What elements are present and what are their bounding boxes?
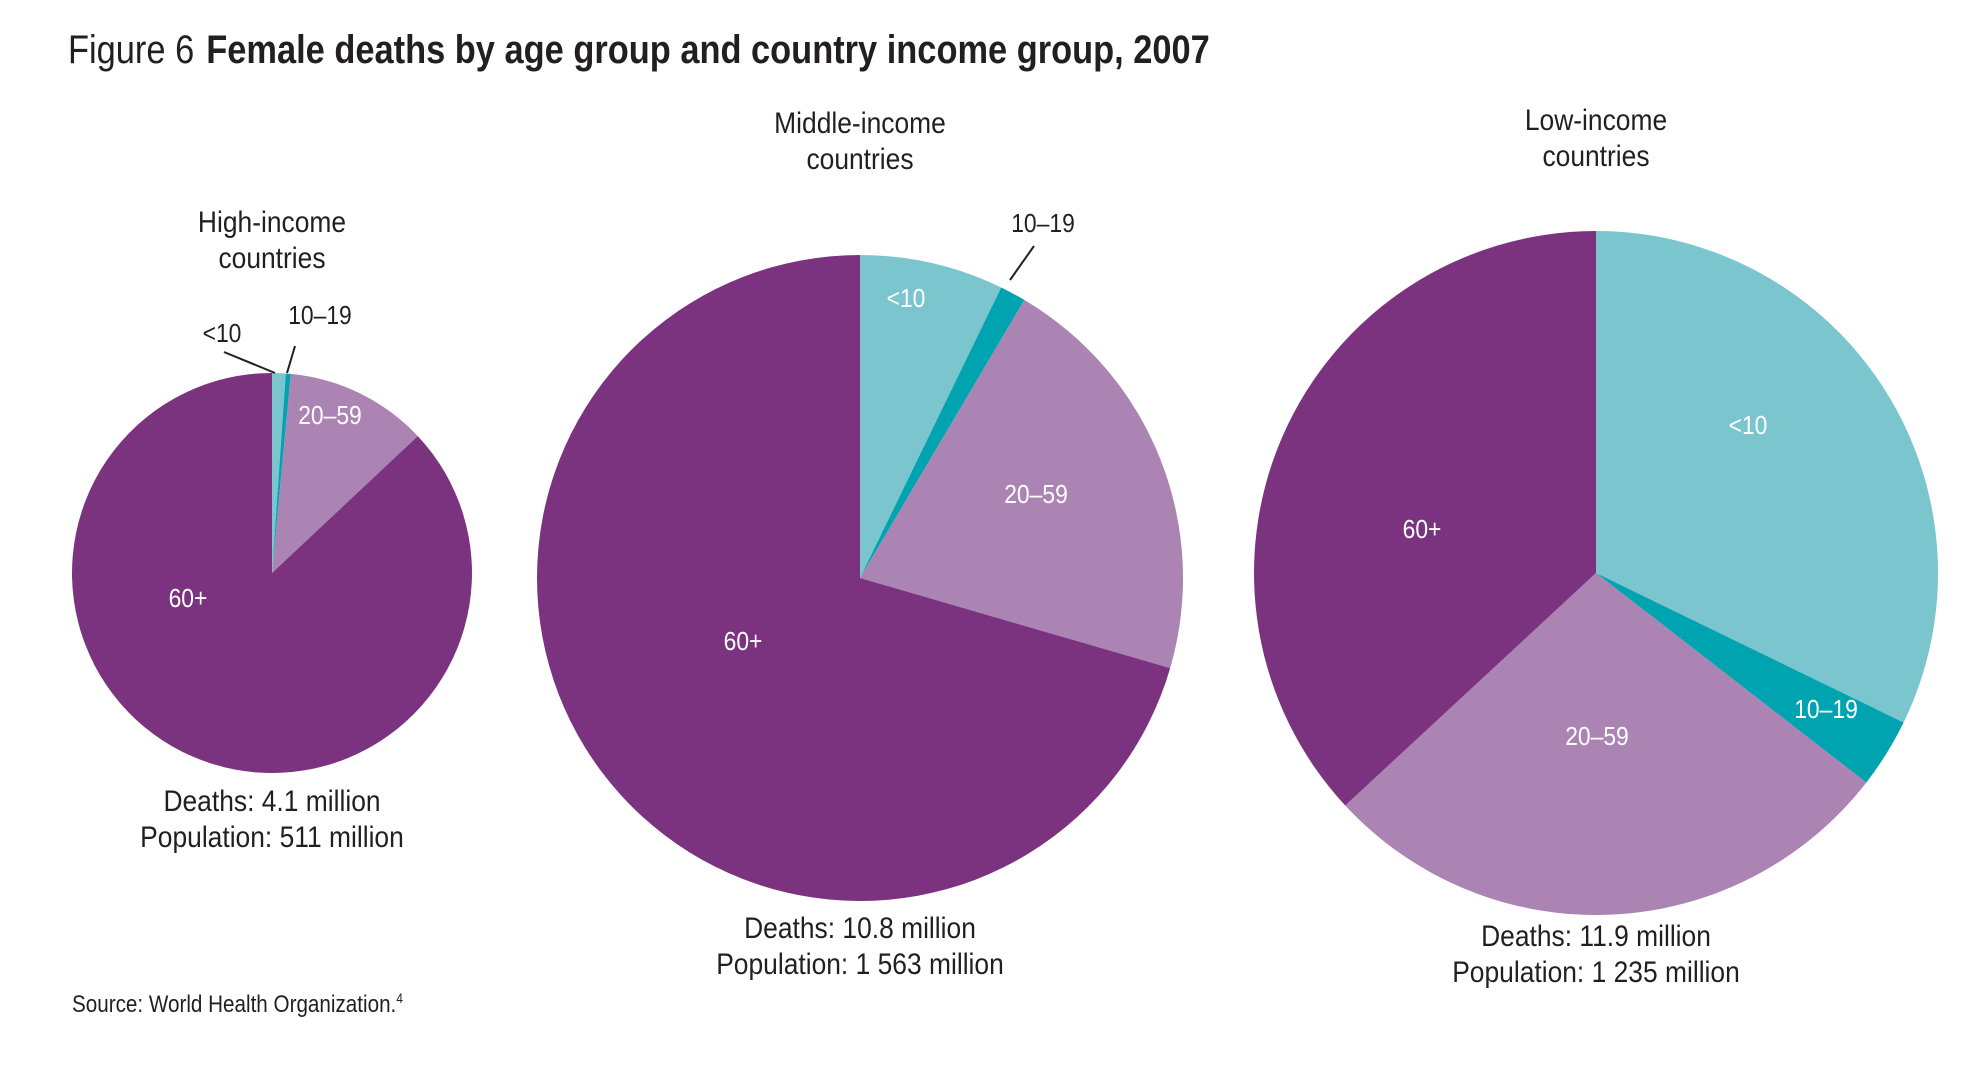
slice-high-income-under-10 — [272, 373, 286, 573]
slice-label-low-income-60-plus: 60+ — [1403, 516, 1442, 545]
slice-label-middle-income-under-10: <10 — [887, 285, 926, 314]
leader-line-high-income-under-10 — [223, 351, 276, 374]
pie-title-high-income-line-2: countries — [218, 240, 325, 274]
figure-title-text: Female deaths by age group and country i… — [206, 28, 1210, 72]
slice-low-income-10-19 — [1596, 573, 1904, 783]
pie-caption-low-income-line-2: Population: 1 235 million — [1452, 954, 1740, 988]
slice-label-high-income-under-10: <10 — [203, 320, 242, 349]
figure-title: Figure 6 Female deaths by age group and c… — [68, 28, 1210, 73]
slice-high-income-10-19 — [272, 373, 291, 573]
slice-low-income-under-10 — [1596, 231, 1939, 723]
slice-middle-income-under-10 — [860, 255, 1002, 578]
pie-caption-high-income-line-2: Population: 511 million — [140, 819, 404, 853]
slice-low-income-60-plus — [1254, 231, 1596, 806]
pie-caption-high-income-line-1: Deaths: 4.1 million — [163, 783, 380, 817]
leader-line-middle-income-10-19 — [1009, 245, 1035, 281]
pie-title-low-income-line-2: countries — [1542, 138, 1649, 172]
slice-high-income-60-plus — [71, 373, 472, 773]
pie-title-middle-income-line-1: Middle-income — [774, 105, 946, 139]
slice-label-middle-income-10-19: 10–19 — [1011, 210, 1075, 239]
pie-title-middle-income-line-2: countries — [806, 141, 913, 175]
slice-middle-income-20-59 — [860, 299, 1183, 669]
slice-label-high-income-10-19: 10–19 — [288, 302, 352, 331]
slice-label-high-income-60-plus: 60+ — [169, 585, 208, 614]
slice-label-middle-income-60-plus: 60+ — [724, 628, 763, 657]
pie-title-high-income-line-1: High-income — [198, 204, 346, 238]
source-footnote: 4 — [396, 990, 403, 1006]
pie-caption-middle-income-line-1: Deaths: 10.8 million — [744, 910, 976, 944]
slice-label-middle-income-20-59: 20–59 — [1004, 481, 1068, 510]
source-text: Source: World Health Organization. — [72, 991, 397, 1018]
pie-caption-low-income-line-1: Deaths: 11.9 million — [1481, 918, 1711, 952]
figure-label: Figure 6 — [68, 28, 195, 72]
pie-caption-middle-income-line-2: Population: 1 563 million — [716, 946, 1004, 980]
slice-middle-income-60-plus — [536, 255, 1171, 901]
slice-label-low-income-20-59: 20–59 — [1565, 723, 1629, 752]
slice-low-income-20-59 — [1345, 573, 1867, 915]
slice-high-income-20-59 — [272, 373, 418, 573]
pie-title-low-income-line-1: Low-income — [1525, 102, 1667, 136]
slice-middle-income-10-19 — [860, 287, 1025, 578]
slice-label-high-income-20-59: 20–59 — [298, 402, 362, 431]
leader-line-high-income-10-19 — [286, 345, 296, 374]
slice-label-low-income-under-10: <10 — [1729, 412, 1768, 441]
source-note: Source: World Health Organization.4 — [72, 990, 403, 1019]
slice-label-low-income-10-19: 10–19 — [1794, 696, 1858, 725]
